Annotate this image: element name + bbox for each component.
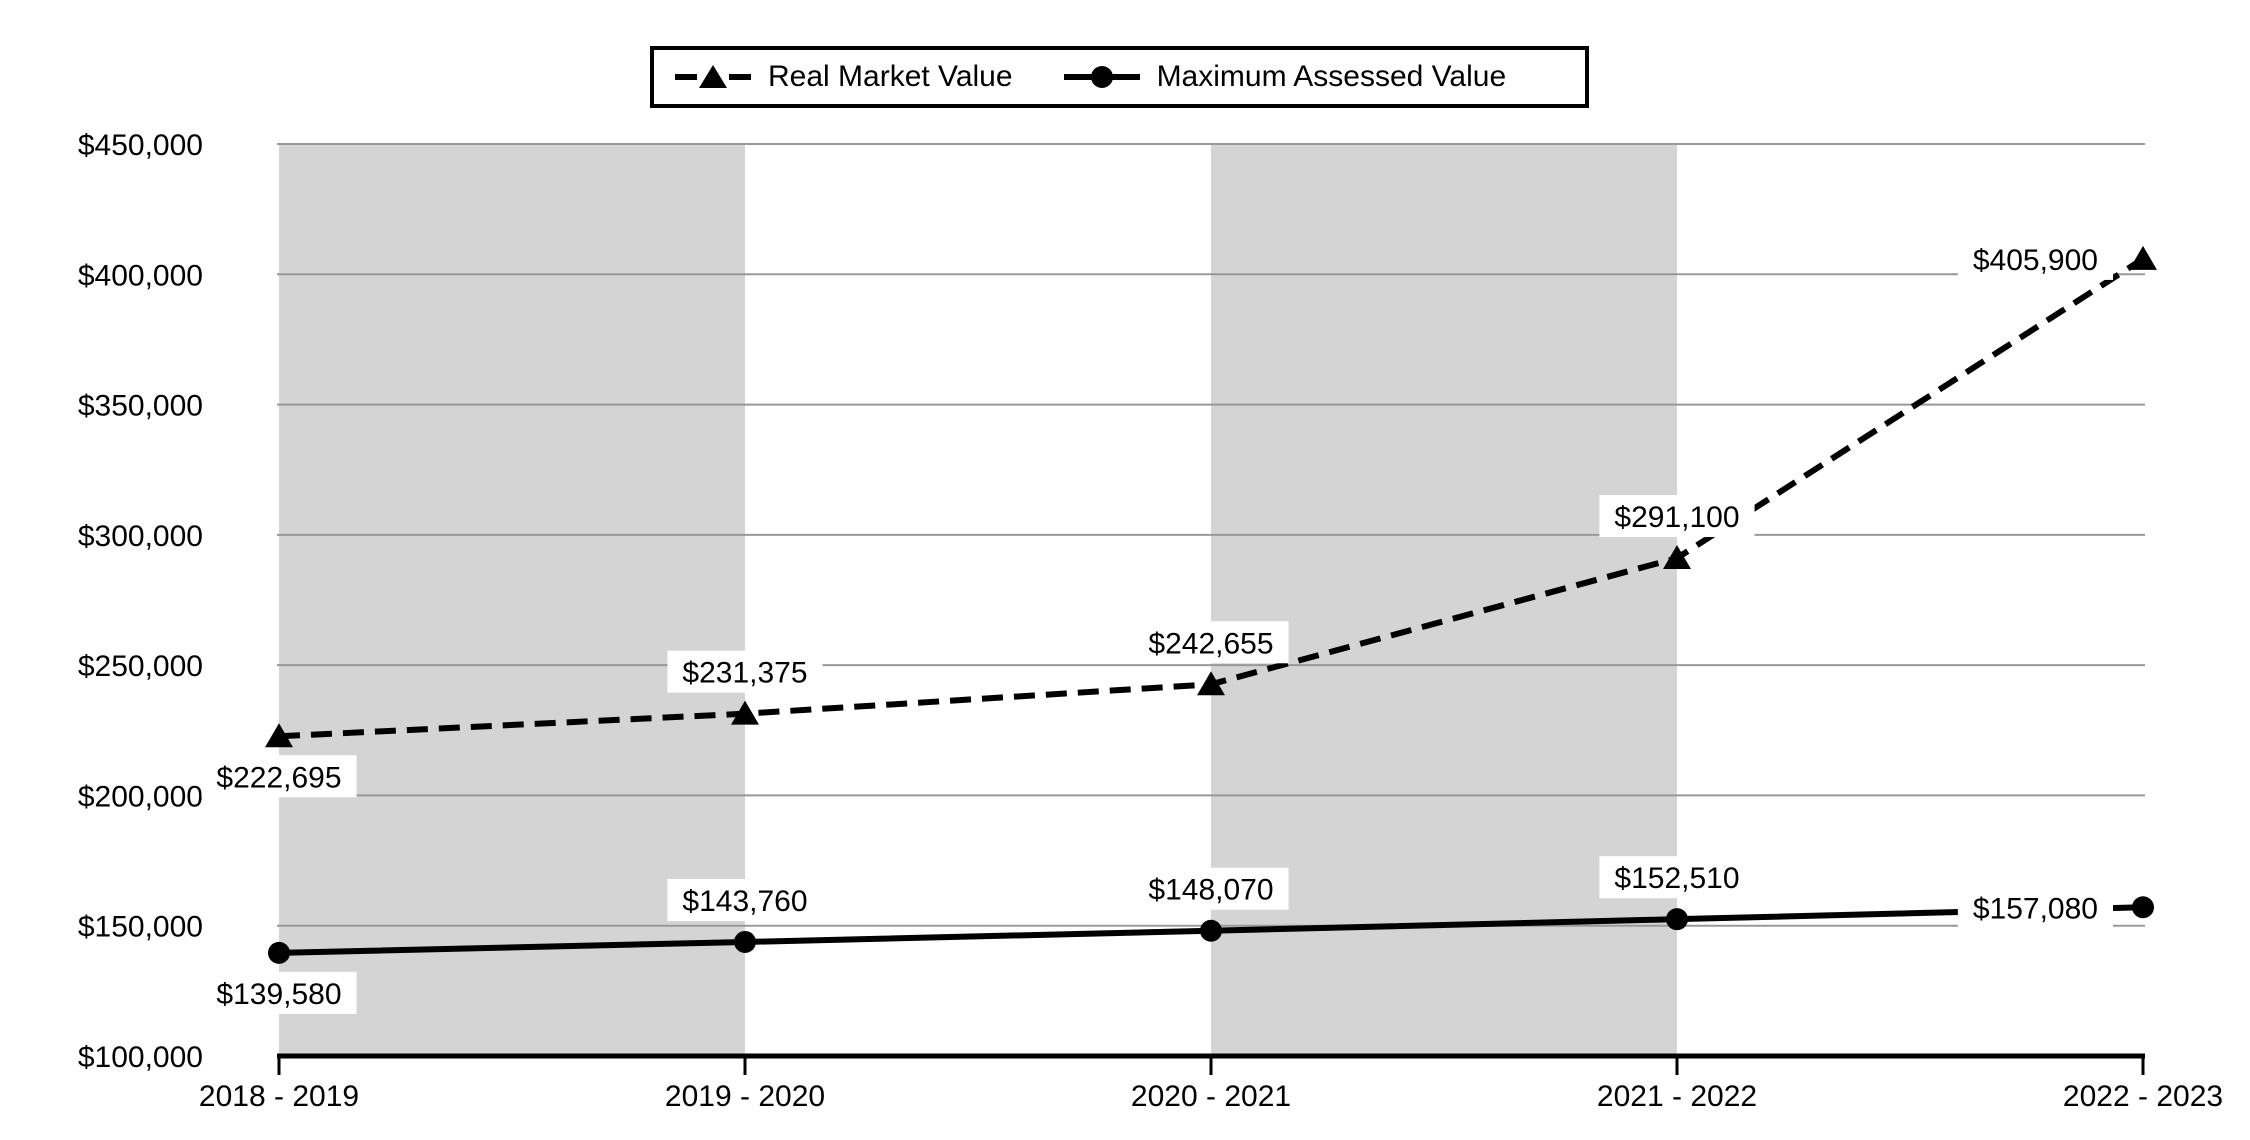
data-label: $405,900 bbox=[1973, 244, 2098, 277]
data-label-background bbox=[1599, 495, 1755, 538]
dashed-line-triangle-marker-icon bbox=[675, 65, 751, 88]
data-label: $231,375 bbox=[682, 657, 807, 690]
data-label: $152,510 bbox=[1614, 862, 1739, 895]
data-label-background bbox=[201, 971, 357, 1014]
data-label-background bbox=[667, 650, 823, 693]
marker-triangle bbox=[1663, 545, 1691, 570]
y-tick-label: $200,000 bbox=[78, 780, 203, 813]
marker-circle bbox=[1200, 919, 1222, 942]
marker-triangle bbox=[265, 723, 293, 748]
data-label: $139,580 bbox=[216, 978, 341, 1011]
data-label-background bbox=[1599, 856, 1755, 899]
y-tick-label: $450,000 bbox=[78, 129, 203, 162]
data-label-background bbox=[1957, 237, 2113, 280]
legend-label-real-market-value: Real Market Value bbox=[768, 60, 1013, 93]
y-tick-label: $350,000 bbox=[78, 390, 203, 423]
legend-item-real-market-value: Real Market Value bbox=[674, 60, 1013, 94]
y-tick-label: $250,000 bbox=[78, 650, 203, 683]
marker-circle bbox=[734, 930, 756, 953]
data-label-background bbox=[1133, 867, 1289, 910]
y-tick-label: $400,000 bbox=[78, 259, 203, 292]
marker-circle bbox=[1666, 908, 1688, 931]
legend-label-maximum-assessed-value: Maximum Assessed Value bbox=[1156, 60, 1507, 93]
data-label-background bbox=[201, 755, 357, 798]
plot-band bbox=[279, 144, 745, 1056]
marker-circle bbox=[268, 941, 290, 964]
x-tick-label: 2020 - 2021 bbox=[1131, 1080, 1291, 1113]
data-label: $148,070 bbox=[1148, 874, 1273, 907]
data-label-background bbox=[667, 878, 823, 921]
marker-triangle bbox=[2129, 245, 2157, 270]
data-label-background bbox=[1133, 621, 1289, 664]
x-tick-label: 2022 - 2023 bbox=[2063, 1080, 2223, 1113]
y-tick-label: $100,000 bbox=[78, 1041, 203, 1074]
legend-item-maximum-assessed-value: Maximum Assessed Value bbox=[1063, 60, 1507, 94]
data-label: $222,695 bbox=[216, 761, 341, 794]
legend: Real Market Value Maximum Assessed Value bbox=[650, 46, 1589, 108]
data-label: $157,080 bbox=[1973, 892, 2098, 925]
marker-circle bbox=[2132, 896, 2154, 919]
data-label: $143,760 bbox=[682, 885, 807, 918]
data-label: $242,655 bbox=[1148, 627, 1273, 660]
x-tick-label: 2021 - 2022 bbox=[1597, 1080, 1757, 1113]
marker-triangle bbox=[1197, 671, 1225, 696]
y-tick-label: $300,000 bbox=[78, 520, 203, 553]
marker-triangle bbox=[731, 700, 759, 725]
solid-line-circle-marker-icon bbox=[1063, 66, 1140, 88]
data-label-background bbox=[1957, 886, 2113, 929]
data-label: $291,100 bbox=[1614, 501, 1739, 534]
x-tick-label: 2018 - 2019 bbox=[199, 1080, 359, 1113]
y-tick-label: $150,000 bbox=[78, 911, 203, 944]
plot-band bbox=[1211, 144, 1677, 1056]
x-tick-label: 2019 - 2020 bbox=[665, 1080, 825, 1113]
